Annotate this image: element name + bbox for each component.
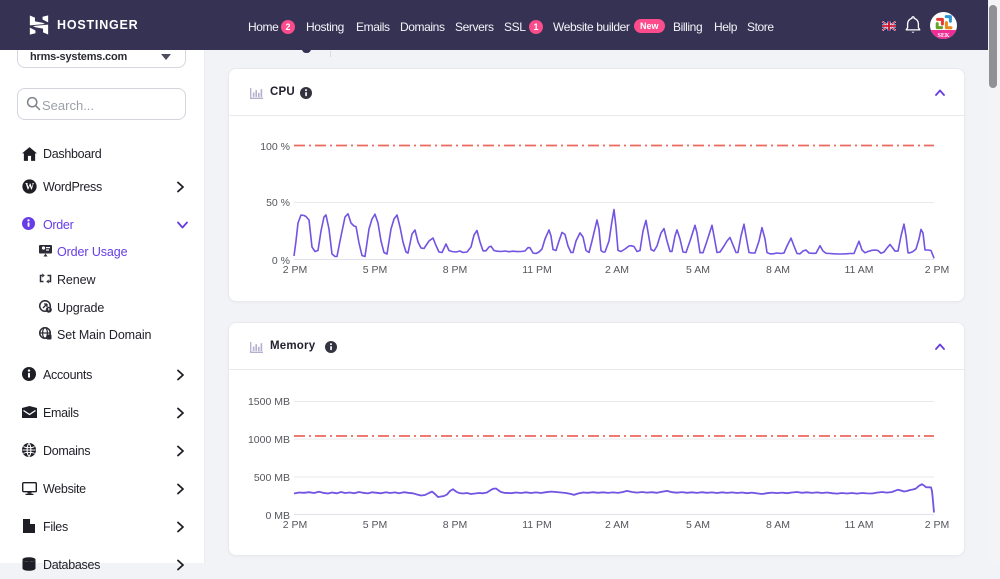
svg-text:W: W bbox=[25, 181, 34, 191]
svg-text:SEK: SEK bbox=[937, 33, 949, 39]
